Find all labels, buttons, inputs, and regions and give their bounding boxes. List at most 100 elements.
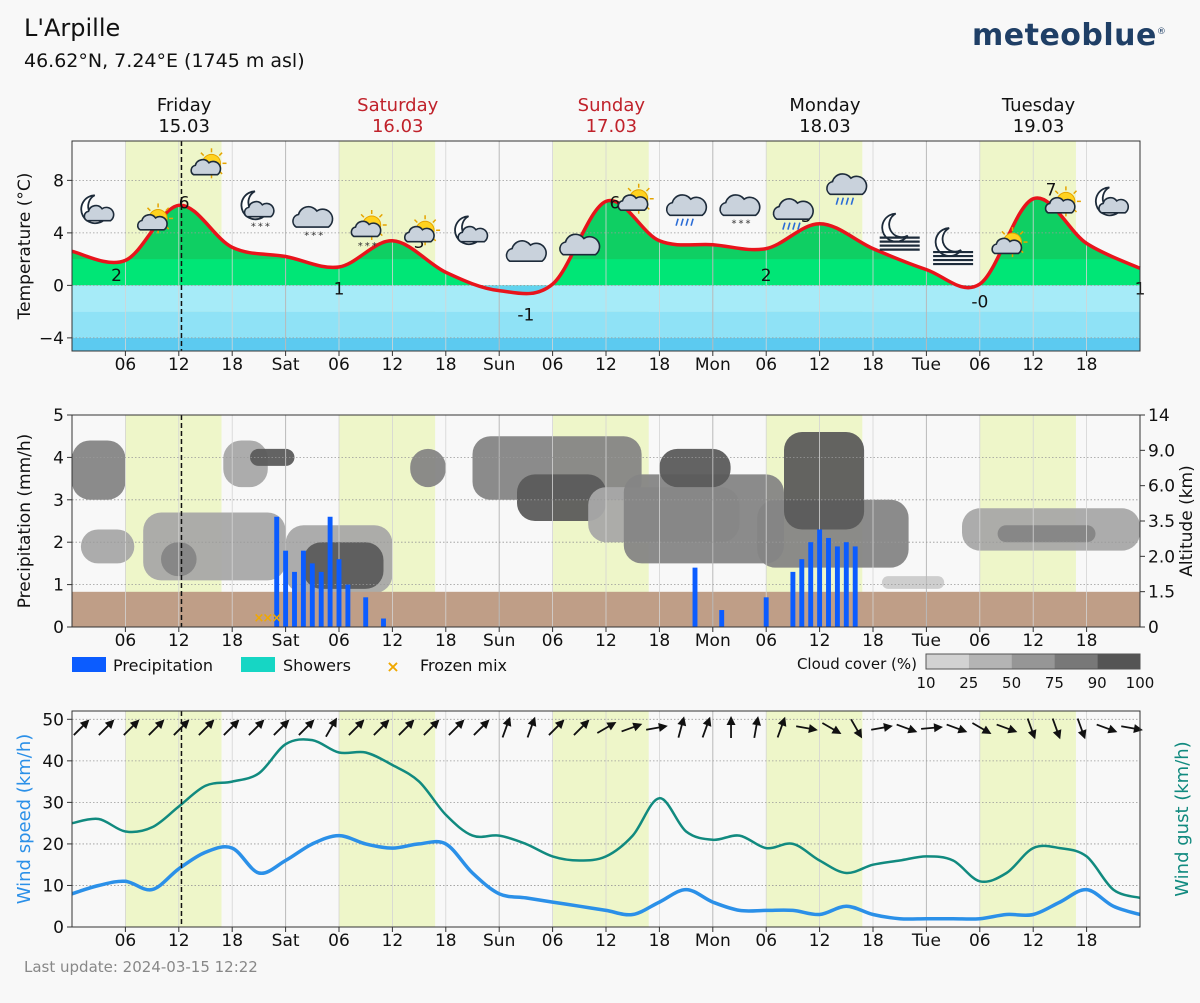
wind-x-tick-label: 12	[382, 931, 404, 951]
day-date-saturday: 16.03	[372, 116, 424, 137]
moon-crescent	[934, 227, 962, 257]
wind-arrow-head	[883, 723, 893, 732]
wind-gust-line	[71, 738, 1141, 900]
precipitation-y-tick-label: 2	[53, 533, 64, 553]
wind-arrow-head	[777, 716, 787, 727]
sun-cloud-icon	[991, 227, 1028, 258]
wind-direction-arrow	[646, 723, 668, 732]
temperature-x-tick-label: 12	[168, 355, 190, 375]
wind-y-tick-label: 20	[42, 835, 64, 855]
moon-fog-icon	[879, 212, 920, 251]
legend-frozen-marker: ×	[386, 657, 399, 676]
wind-arrow-head	[981, 725, 992, 734]
day-name-monday: Monday	[789, 95, 860, 116]
wind-arrow-head	[1107, 724, 1118, 734]
wind-direction-arrow	[1096, 723, 1118, 734]
wind-direction-arrow	[871, 723, 893, 732]
precipitation-bar	[318, 571, 324, 627]
precipitation-x-tick-label: 18	[435, 631, 457, 651]
wind-x-tick-label: Sun	[483, 931, 515, 951]
precipitation-bar	[817, 529, 823, 627]
cloud-cover-blob	[623, 474, 784, 564]
wind-arrow-head	[808, 724, 818, 733]
precipitation-bar	[834, 546, 840, 627]
wind-direction-arrow	[996, 723, 1018, 734]
sun-ray	[1001, 230, 1006, 235]
wind-arrow-head	[853, 728, 863, 739]
precipitation-x-tick-label: 06	[328, 631, 350, 651]
precipitation-y-tick-label: 0	[53, 618, 64, 638]
day-name-saturday: Saturday	[357, 95, 438, 116]
cloud-cover-blob	[410, 448, 446, 488]
sun-cloud-icon	[617, 183, 654, 214]
precipitation-y-tick-label: 3	[53, 491, 64, 511]
wind-arrow-head	[726, 716, 736, 725]
precipitation-bar	[799, 559, 805, 627]
precipitation-bar	[327, 516, 333, 627]
sun-cloud-icon	[190, 148, 227, 179]
precipitation-x-tick-label: 06	[115, 631, 137, 651]
rain-drop	[787, 222, 791, 230]
precipitation-bar	[719, 610, 725, 627]
sun-ray	[218, 152, 223, 157]
frozen-mix-marker: ×	[253, 611, 264, 626]
wind-arrow-head	[502, 716, 512, 727]
cloud-cover-blob	[517, 474, 606, 521]
snow-flake: *	[746, 219, 751, 230]
cloud-shape	[243, 200, 275, 218]
wind-daylight-band	[552, 711, 649, 927]
precipitation-x-tick-label: Sun	[483, 631, 515, 651]
temperature-value-label: -0	[971, 292, 988, 312]
rain-drop	[690, 218, 694, 226]
cloud-cover-blob	[143, 512, 286, 581]
temperature-y-tick-label: 4	[53, 224, 64, 244]
wind-direction-arrow	[1051, 718, 1062, 740]
wind-arrow-head	[632, 722, 643, 732]
wind-daylight-band	[766, 711, 863, 927]
frozen-mix-marker: ×	[271, 611, 282, 626]
precipitation-bar	[274, 516, 280, 627]
temperature-x-tick-label: Sat	[272, 355, 300, 375]
snow-flake: *	[739, 219, 744, 230]
logo-registered-mark: ®	[1156, 27, 1167, 37]
wind-daylight-band	[979, 711, 1076, 927]
wind-direction-arrow	[726, 716, 736, 738]
cloud-snow-icon: * * *	[719, 194, 761, 230]
temperature-x-tick-label: Tue	[911, 355, 941, 375]
legend-precipitation-swatch	[72, 657, 106, 672]
wind-direction-arrow	[971, 722, 992, 734]
moon-cloud-icon	[454, 215, 489, 246]
cloud-shape	[83, 204, 115, 222]
day-name-tuesday: Tuesday	[1001, 95, 1076, 116]
wind-x-tick-label: 18	[862, 931, 884, 951]
precipitation-x-tick-label: 18	[1076, 631, 1098, 651]
wind-arrow-head	[328, 717, 337, 728]
snow-flake: *	[732, 219, 737, 230]
frozen-mix-marker: ×	[262, 611, 273, 626]
temperature-x-tick-label: 06	[969, 355, 991, 375]
cloud-cover-blob	[303, 542, 384, 589]
legend-cloud-cover-tick: 10	[916, 674, 935, 692]
sun-ray	[432, 219, 437, 224]
day-date-monday: 18.03	[799, 116, 851, 137]
precipitation-bar	[300, 550, 306, 627]
wind-direction-arrow	[752, 716, 761, 739]
sun-cloud-snow-icon: * * *	[350, 210, 387, 252]
wind-direction-arrow	[896, 723, 918, 734]
wind-y-tick-label: 0	[53, 918, 64, 938]
sun-ray	[360, 213, 365, 218]
precipitation-x-tick-label: Tue	[911, 631, 941, 651]
precipitation-bar	[309, 563, 315, 627]
day-name-sunday: Sunday	[578, 95, 646, 116]
sun-ray	[1054, 190, 1059, 195]
wind-panel: 06 12 18 Sat 06 12 18 Sun 06 12 18 Mon 06 12 18 Tue 06 12…	[14, 710, 1193, 951]
wind-x-tick-label: 06	[115, 931, 137, 951]
location-coordinates: 46.62°N, 7.24°E (1745 m asl)	[24, 50, 305, 72]
altitude-y-tick-label: 0	[1148, 618, 1159, 638]
wind-direction-arrow	[325, 717, 337, 738]
logo-text: meteoblue	[972, 18, 1157, 53]
wind-direction-arrow	[850, 718, 863, 739]
wind-arrow-head	[1077, 729, 1087, 740]
wind-x-tick-label: Sat	[272, 931, 300, 951]
